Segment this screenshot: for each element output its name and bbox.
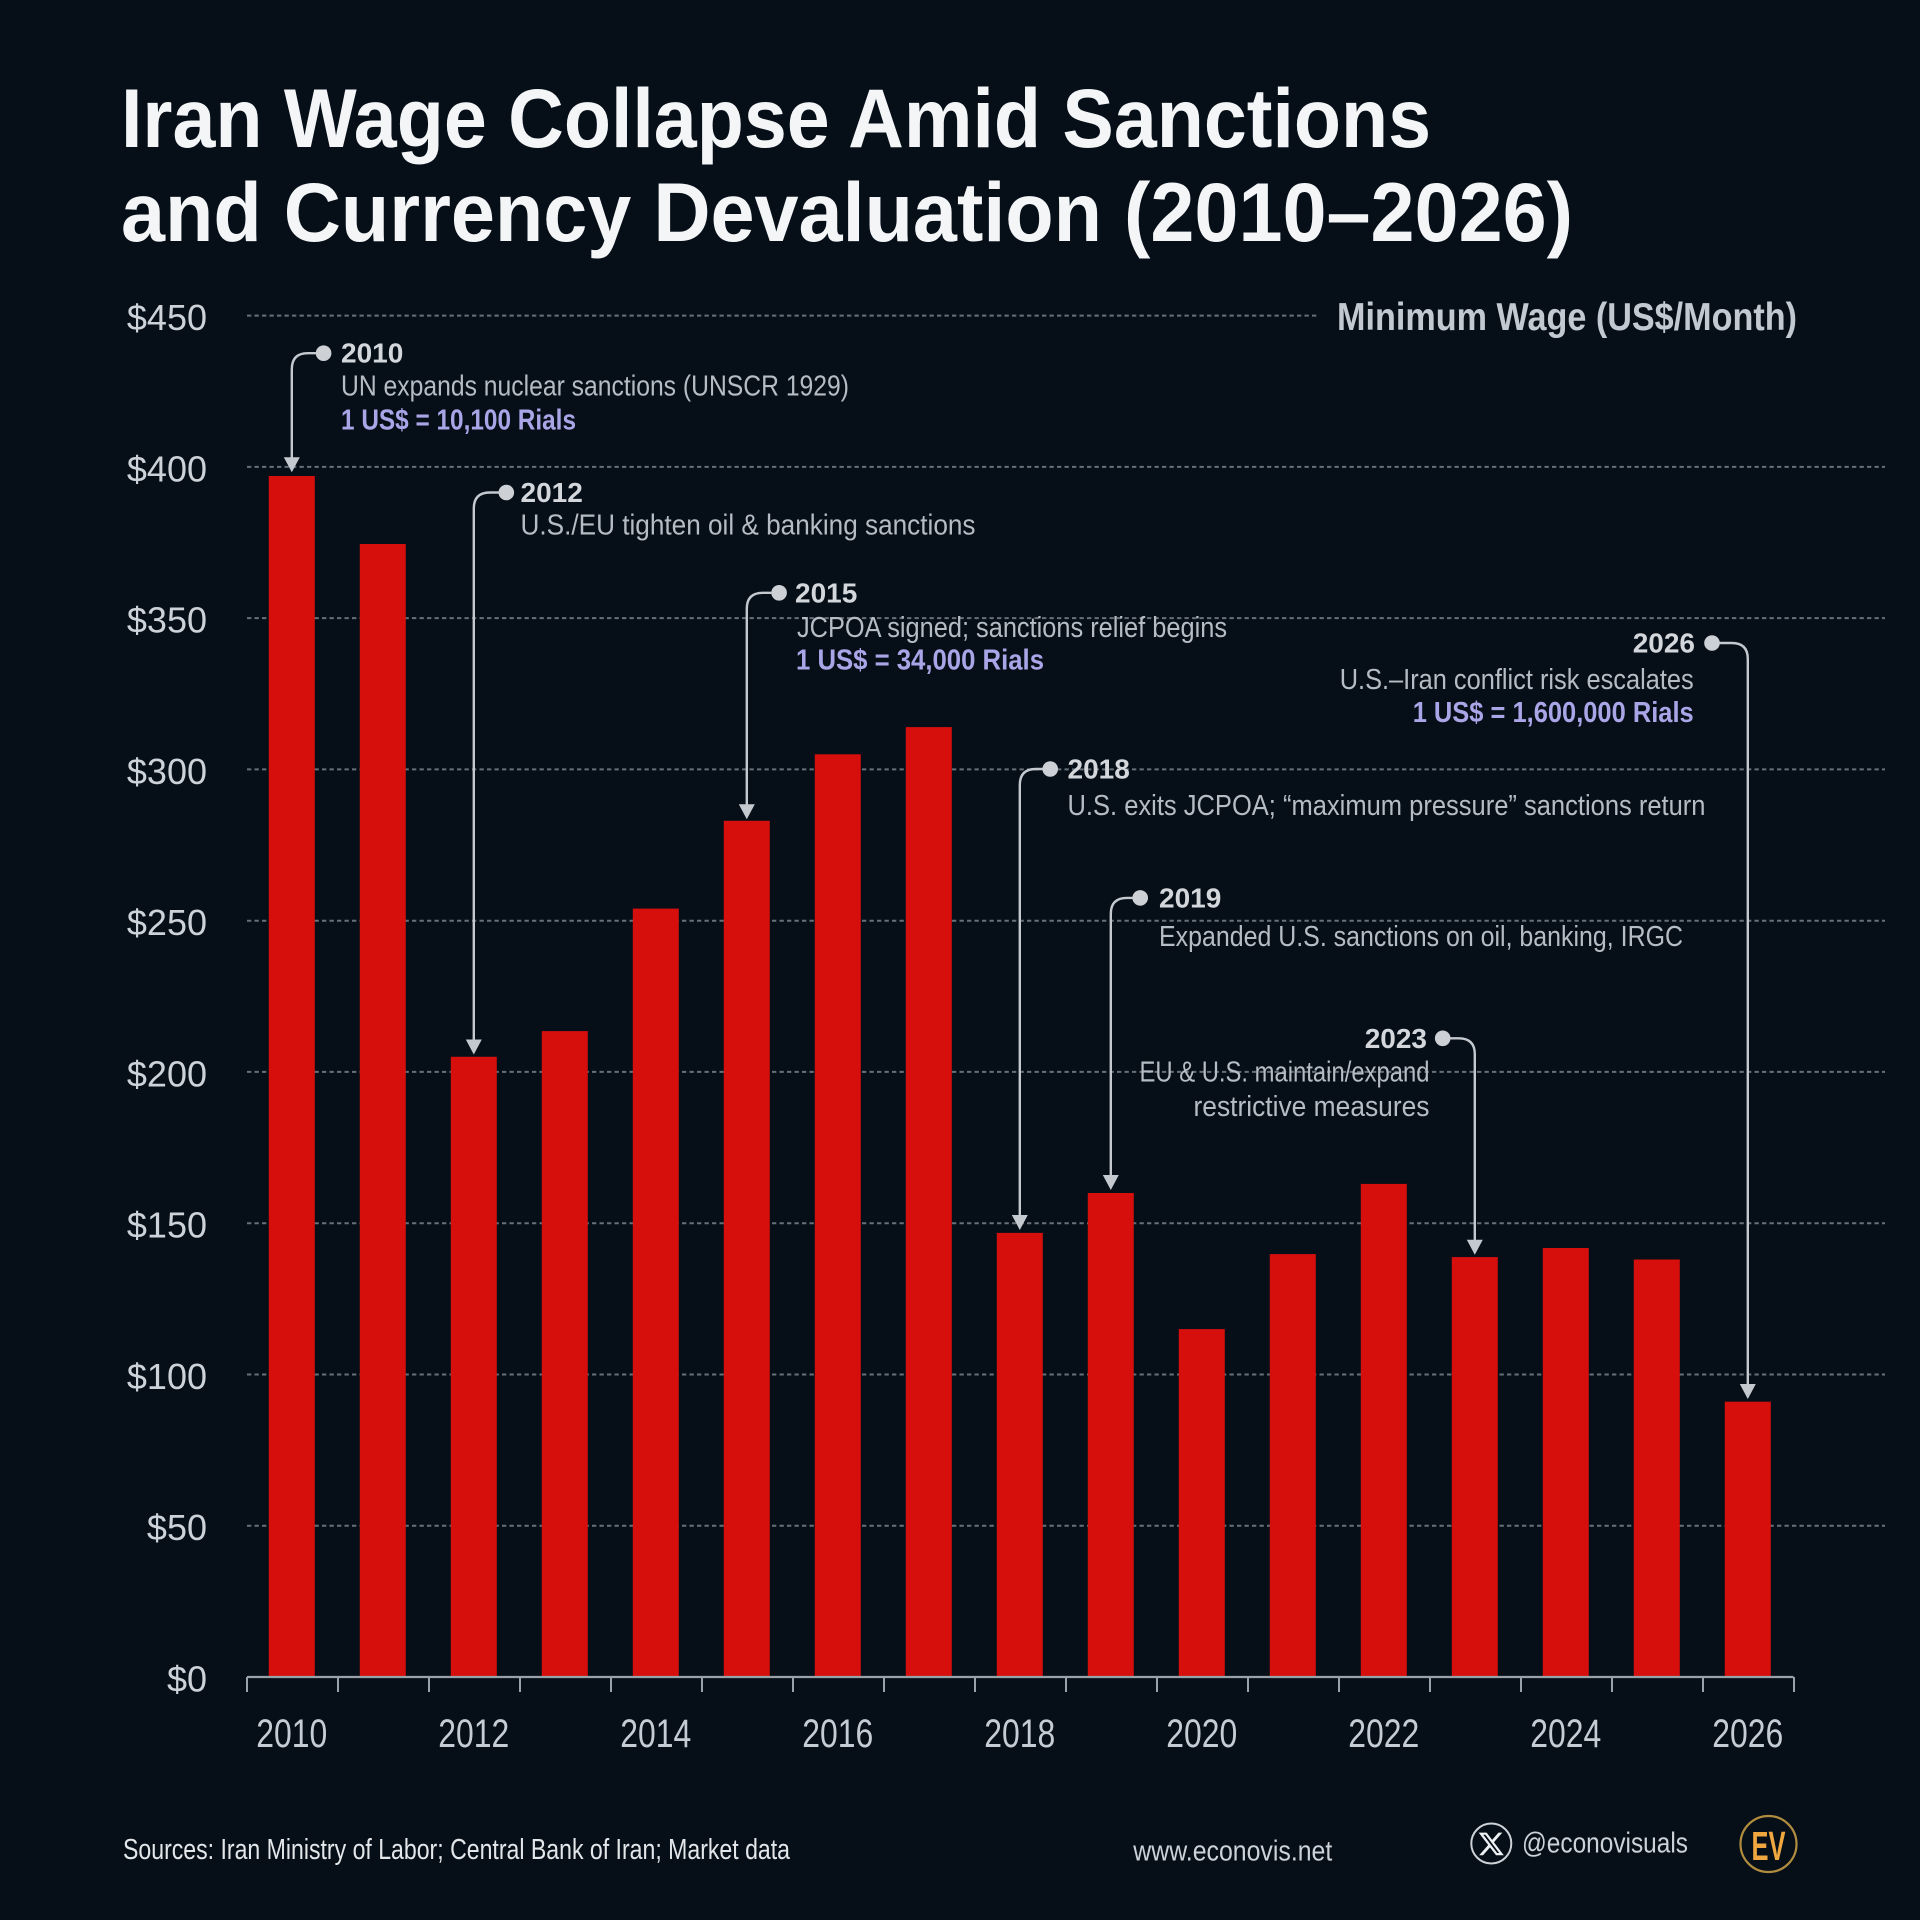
svg-text:2010: 2010: [341, 338, 403, 369]
svg-text:Minimum Wage (US$/Month): Minimum Wage (US$/Month): [1337, 296, 1797, 339]
svg-text:EU & U.S. maintain/expand: EU & U.S. maintain/expand: [1140, 1057, 1430, 1089]
svg-text:1 US$ = 10,100 Rials: 1 US$ = 10,100 Rials: [341, 405, 576, 437]
svg-text:2023: 2023: [1365, 1023, 1427, 1054]
svg-text:$300: $300: [127, 751, 207, 792]
svg-text:$100: $100: [127, 1356, 207, 1397]
svg-text:2019: 2019: [1159, 882, 1221, 913]
svg-text:U.S. exits JCPOA; “maximum pre: U.S. exits JCPOA; “maximum pressure” san…: [1068, 790, 1706, 822]
svg-text:2016: 2016: [802, 1712, 873, 1756]
svg-text:2012: 2012: [521, 477, 583, 508]
svg-text:$0: $0: [167, 1659, 207, 1700]
svg-text:2015: 2015: [795, 577, 857, 608]
svg-text:UN expands nuclear sanctions (: UN expands nuclear sanctions (UNSCR 1929…: [341, 371, 849, 403]
svg-text:www.econovis.net: www.econovis.net: [1132, 1835, 1332, 1867]
svg-text:restrictive measures: restrictive measures: [1194, 1091, 1430, 1123]
svg-text:JCPOA signed; sanctions relief: JCPOA signed; sanctions relief begins: [797, 612, 1227, 644]
svg-text:$250: $250: [127, 902, 207, 943]
svg-text:Expanded U.S. sanctions on oil: Expanded U.S. sanctions on oil, banking,…: [1159, 921, 1683, 953]
svg-text:2010: 2010: [256, 1712, 327, 1756]
svg-text:U.S./EU tighten oil & banking: U.S./EU tighten oil & banking sanctions: [521, 510, 976, 542]
svg-text:Sources: Iran Ministry of Labo: Sources: Iran Ministry of Labor; Central…: [123, 1834, 791, 1866]
svg-text:2012: 2012: [438, 1712, 509, 1756]
svg-text:2018: 2018: [1068, 754, 1130, 785]
svg-text:2020: 2020: [1166, 1712, 1237, 1756]
svg-text:$150: $150: [127, 1205, 207, 1246]
svg-text:2022: 2022: [1348, 1712, 1419, 1756]
svg-text:2026: 2026: [1633, 628, 1695, 659]
svg-text:U.S.–Iran conflict risk escala: U.S.–Iran conflict risk escalates: [1340, 664, 1694, 696]
svg-text:Iran Wage Collapse Amid Sancti: Iran Wage Collapse Amid Sanctions: [121, 71, 1431, 165]
svg-text:1 US$ = 34,000 Rials: 1 US$ = 34,000 Rials: [796, 645, 1044, 677]
svg-text:EV: EV: [1752, 1823, 1786, 1869]
svg-text:and Currency Devaluation (2010: and Currency Devaluation (2010–2026): [121, 165, 1573, 259]
svg-text:$50: $50: [147, 1507, 207, 1548]
svg-text:$400: $400: [127, 448, 207, 489]
svg-text:2014: 2014: [620, 1712, 691, 1756]
svg-text:2018: 2018: [984, 1712, 1055, 1756]
svg-text:@econovisuals: @econovisuals: [1522, 1827, 1688, 1859]
svg-text:$450: $450: [127, 297, 207, 338]
svg-text:$200: $200: [127, 1053, 207, 1094]
svg-text:2026: 2026: [1712, 1712, 1783, 1756]
svg-text:2024: 2024: [1530, 1712, 1601, 1756]
svg-text:1 US$ = 1,600,000 Rials: 1 US$ = 1,600,000 Rials: [1413, 697, 1694, 729]
svg-text:$350: $350: [127, 600, 207, 641]
